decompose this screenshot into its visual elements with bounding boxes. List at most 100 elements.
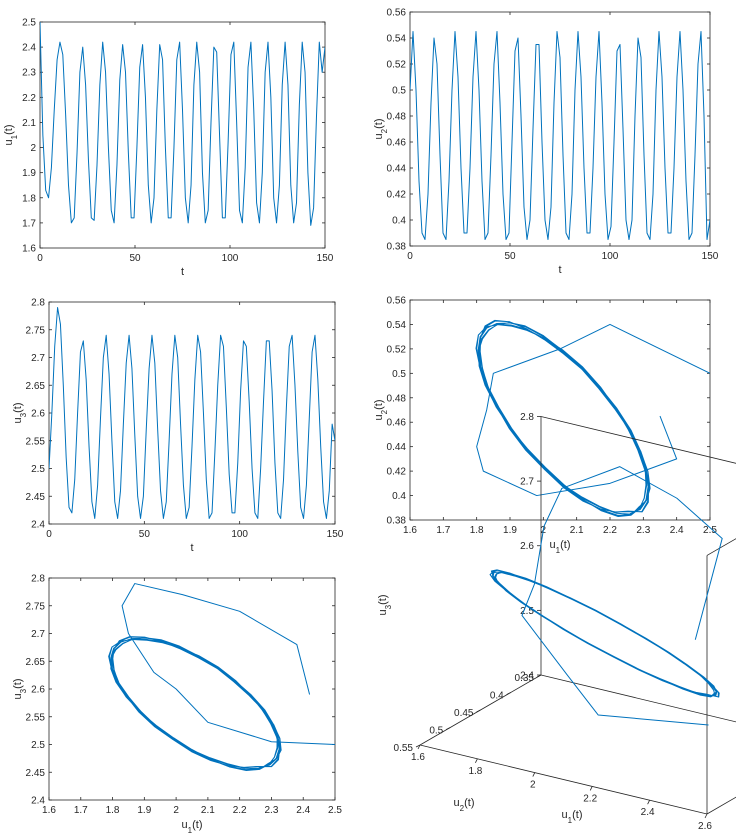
x-tick-label: 2.2 [583, 793, 597, 804]
x-tick-mark [475, 758, 478, 763]
y-tick-label: 0.4 [392, 216, 406, 227]
y-tick-label: 2.5 [31, 740, 45, 751]
box-edge-back-top [540, 416, 736, 464]
y-axis-label-base: u [454, 797, 460, 809]
y-axis-label-tail: (t) [464, 797, 474, 809]
limit-cycle-line [475, 319, 651, 517]
series-line [410, 31, 710, 240]
x-tick-label: 150 [702, 251, 719, 262]
y-axis-label-tail: (t) [373, 119, 385, 129]
y-tick-label: 2.5 [31, 464, 45, 475]
y-axis-label-subscript: 2 [380, 128, 389, 133]
x-tick-label: 1.7 [436, 525, 450, 536]
chart-p5: 1.6 1.7 1.8 1.9 2 2.1 2.2 2.3 2.4 2.5 2.4 2.45 2.5 2.… [12, 574, 342, 835]
series-line [49, 307, 335, 519]
y-tick-label: 0.54 [387, 320, 407, 331]
y-tick-label: 2.3 [22, 68, 36, 79]
y-axis-label-tail: (t) [3, 125, 15, 135]
x-tick-label: 150 [317, 253, 334, 264]
x-tick-label: 2.2 [603, 525, 617, 536]
x-axis-label: u1(t) [550, 539, 571, 555]
x-tick-label: 2 [173, 805, 179, 816]
y-tick-label: 2.55 [26, 712, 46, 723]
transient-3d-trajectory [521, 466, 723, 726]
x-tick-label: 100 [231, 529, 248, 540]
y-tick-label: 0.56 [387, 8, 407, 19]
z-tick-label: 2.6 [520, 541, 534, 552]
x-axis-label: t [558, 264, 561, 276]
x-tick-label: 100 [222, 253, 239, 264]
x-tick-label: 1.8 [106, 805, 120, 816]
y-tick-label: 2.1 [22, 118, 36, 129]
x-axis-line [419, 744, 708, 815]
x-axis-label-subscript: 1 [188, 826, 193, 835]
plot-area [48, 301, 336, 525]
plot-area [39, 21, 326, 249]
y-axis-label: u2(t) [373, 400, 389, 421]
x-axis-label-base: u [182, 819, 188, 831]
x-tick-label: 1.6 [403, 525, 417, 536]
chart-p6: 1.6 1.8 2 2.2 2.4 2.6 0.35 0.4 0.45 0.5 0.55 2.4 2.5… [377, 412, 736, 832]
plot-area [48, 577, 336, 801]
y-axis-label-subscript: 3 [19, 688, 28, 693]
y-tick-label: 2.4 [22, 43, 36, 54]
z-tick-label: 2.5 [520, 606, 534, 617]
y-tick-label: 2.65 [26, 381, 46, 392]
y-tick-label: 0.48 [387, 112, 407, 123]
y-axis-label-tail: (t) [373, 400, 385, 410]
y-tick-label: 2.7 [31, 353, 45, 364]
box-edge-back-floor [540, 674, 736, 723]
x-tick-label: 1.9 [137, 805, 151, 816]
y-axis-label: u3(t) [12, 679, 28, 700]
y-tick-label: 2.8 [31, 298, 45, 309]
x-axis-label-tail: (t) [560, 539, 570, 551]
box-edge-right-top [706, 538, 736, 556]
x-tick-label: 2.4 [670, 525, 684, 536]
z-axis-label-base: u [377, 609, 389, 615]
y-tick-label: 1.8 [22, 193, 36, 204]
y-tick-label: 0.48 [387, 393, 407, 404]
y-tick-label: 0.42 [387, 190, 407, 201]
limit-cycle-3d-line [489, 569, 720, 698]
x-tick-label: 1.8 [468, 766, 482, 777]
y-tick-label: 0.4 [392, 491, 406, 502]
x-tick-label: 2.1 [570, 525, 584, 536]
x-tick-label: 2.5 [703, 525, 717, 536]
x-tick-label: 2.3 [264, 805, 278, 816]
y-tick-label: 0.42 [387, 467, 407, 478]
x-tick-mark [704, 813, 708, 819]
y-tick-label: 0.44 [387, 442, 407, 453]
series-group [108, 583, 335, 771]
y-tick-mark [476, 709, 481, 713]
y-tick-label: 2.4 [31, 520, 45, 531]
y-tick-label: 0.56 [387, 296, 407, 307]
x-axis-label-base: u [562, 809, 568, 821]
transient-trajectory [121, 583, 335, 745]
y-tick-label: 2.7 [31, 629, 45, 640]
y-axis-label-base: u [12, 693, 24, 699]
y-axis-label: u3(t) [12, 403, 28, 424]
y-tick-label: 0.4 [490, 691, 504, 702]
y-tick-label: 0.35 [515, 673, 535, 684]
y-tick-mark [415, 744, 421, 748]
y-tick-label: 2.8 [31, 574, 45, 585]
x-tick-label: 1.7 [74, 805, 88, 816]
y-tick-label: 0.5 [392, 86, 406, 97]
x-tick-mark [417, 744, 421, 750]
x-tick-label: 100 [602, 251, 619, 262]
y-tick-label: 0.46 [387, 138, 407, 149]
x-tick-label: 1.6 [42, 805, 56, 816]
x-tick-label: 2.1 [201, 805, 215, 816]
chart-p1: 0 50 100 150 1.6 1.7 1.8 1.9 2 2.1 2.2 2.3 2.4 2.5 t u1… [3, 18, 334, 279]
y-tick-label: 0.45 [454, 708, 474, 719]
y-tick-label: 0.44 [387, 164, 407, 175]
x-tick-label: 2.4 [641, 807, 655, 818]
x-tick-label: 50 [139, 529, 151, 540]
x-tick-label: 2.5 [328, 805, 342, 816]
y-tick-label: 2.75 [26, 325, 46, 336]
y-axis-label: u2(t) [454, 797, 475, 813]
y-tick-label: 2.45 [26, 768, 46, 779]
series-group [475, 319, 710, 517]
x-tick-label: 150 [327, 529, 344, 540]
x-axis-label-tail: (t) [192, 819, 202, 831]
